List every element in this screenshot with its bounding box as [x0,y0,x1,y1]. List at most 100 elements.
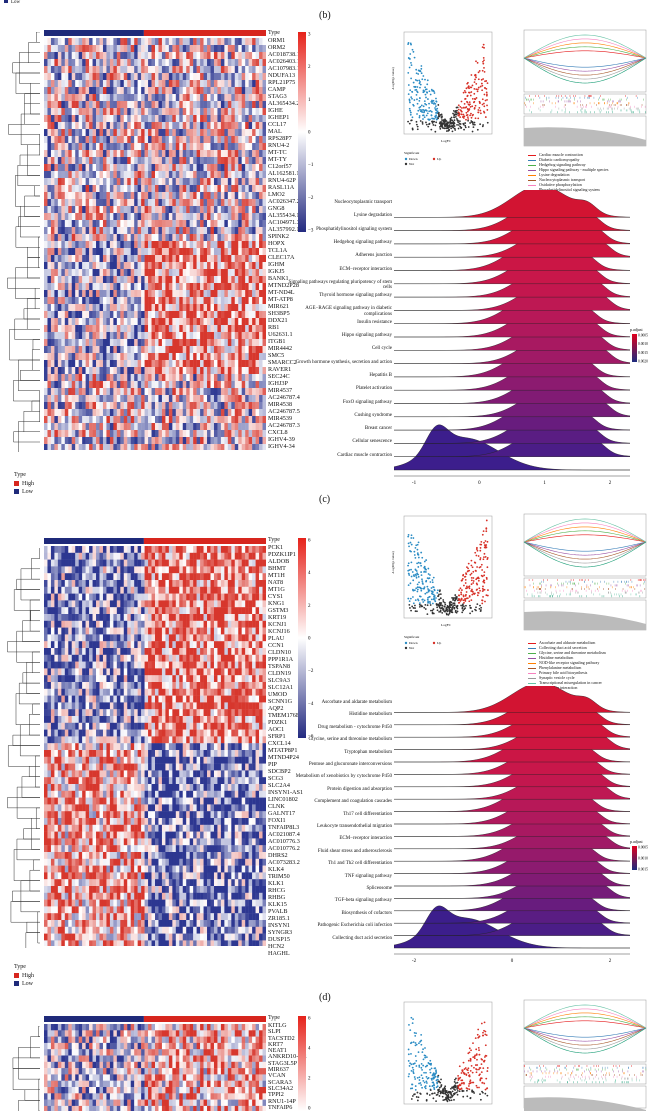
padj-colorbar-b: p.adjust 0.0005 0.0010 0.0015 0.0020 [630,327,648,364]
gene-label: AL355434.1 [268,212,300,219]
ridge-xtick: 1 [543,481,546,486]
gene-label: RPL21P75 [268,79,296,86]
gene-label: SLC9A3 [268,677,291,684]
ridge-pathway-label: Tryptophan metabolism [344,749,392,755]
ridge-xtick: 0 [511,959,514,964]
volcano-legend-title: Significant [404,151,419,155]
gene-label: CCL17 [268,121,287,128]
ridge-plot-b: -1 0 1 2 [394,190,630,486]
legend-item-low: Low [14,981,34,987]
gene-label: MT1G [268,586,285,593]
padj-tick: 0.0015 [638,351,648,355]
ridge-pathway-label: Adherens junction [355,253,392,259]
padj-tick: 0.0015 [638,868,648,872]
ridge-pathway-label: Nucleocytoplasmic transport [334,200,392,205]
gene-label: CYS1 [268,593,284,600]
gene-label: CLNK [268,803,285,810]
ridge-pathway-label: ECM−receptor interaction [339,266,392,272]
gene-label: SMC5 [268,352,285,359]
gene-label: PVALB [268,908,288,915]
gsea-plot-c [523,513,647,631]
gene-label: CXCL14 [268,740,291,747]
gene-label: IGKJ5 [268,268,285,275]
ridge-pathway-label: Cardiac muscle contraction [337,452,392,458]
gene-label: AC107983.1 [268,65,300,72]
gene-label: MTND2P28 [268,282,299,289]
ridge-pathway-label: Th17 cell differentiation [343,811,392,817]
panel-label-d: (d) [319,992,331,1003]
gene-label: CLDN19 [268,670,292,677]
gene-label: RNU4-62P [268,177,296,184]
panel-label-b: (b) [319,10,331,21]
legend-item-low: Low [14,489,34,495]
gene-label: NDUFA13 [268,72,296,79]
gene-label: MIR637 [268,1066,289,1074]
gene-label: MT-ATP8 [268,296,293,303]
gene-label: DHRS2 [268,852,288,859]
gene-label: MT-TC [268,149,287,156]
ridge-pathway-label: FoxO signaling pathway [342,399,392,405]
gene-label: SCARA3 [268,1078,292,1086]
gene-label: ORM2 [268,44,286,51]
gene-label: RNU1-14P [268,1097,296,1105]
gene-label: GNG8 [268,205,285,212]
ridge-pathway-label: ECM−receptor interaction [339,836,392,842]
heatmap-type-label-d: Type [268,1015,280,1021]
gene-label: DUSP15 [268,936,291,943]
gene-label: AQP2 [268,705,284,712]
gene-label: MIR4537 [268,387,293,394]
gene-label: TSPAN8 [268,663,291,670]
top-legend-fragment: Low [4,0,20,5]
gene-label: AL365434.2 [268,100,300,107]
gene-label: KCNJ16 [268,628,290,635]
padj-tick: 0.0005 [638,846,648,850]
ridge-pathway-label: Metabolism of xenobiotics by cytochrome … [295,774,392,780]
ridge-pathway-label: Hepatitis B [369,372,392,378]
gene-label: ANKRD10-IT1 [268,1053,308,1061]
gene-label: STAG3L5P [268,1059,298,1067]
heatmap-b [44,30,266,450]
ridge-pathway-label: Th1 and Th2 cell differentiation [328,861,392,867]
gene-label: PPP1R1A [268,656,294,663]
type-legend-c: Type High Low [14,964,34,987]
gene-label: TCL1A [268,247,288,254]
ridge-pathway-label: Hippo signaling pathway [341,333,392,338]
gsea-legend-item: Phenylalanine metabolism [528,665,606,670]
gene-label: VCAN [268,1072,286,1080]
gsea-legend-item: Glycine, serine and threonine metabolism [528,650,606,655]
gene-label: RASL11A [268,184,295,191]
gsea-legend-item: NOD-like receptor signaling pathway [528,660,606,665]
dendrogram-b [7,32,40,452]
gene-label: AC246787.4 [268,394,300,401]
dendrogram-d [12,1026,40,1111]
type-legend-b: Type High Low [14,472,34,495]
gene-label: SLC34A2 [268,1084,294,1092]
gsea-legend-item: Nucleocytoplasmic transport [528,177,608,182]
gene-label: IGHV4-39 [268,436,295,443]
gene-label: MIR4538 [268,401,293,408]
ridge-pathway-label: Pathogenic Escherichia coli infection [317,923,392,929]
gene-list-c: PCK1 PDZK1IP1 ALDOB BHMT MT1H NAT8 MT1G CYS1 KNG… [268,544,304,958]
ridge-pathway-label: Phosphatidylinositol signaling system [316,226,392,232]
gene-label: AL162581.1 [268,170,300,177]
gsea-legend-item: Hippo signaling pathway - multiple speci… [528,167,608,172]
ridge-xtick: -1 [412,481,417,486]
ridge-pathway-label: Ascorbate and aldarate metabolism [321,700,392,705]
gene-label: MIR4442 [268,345,293,352]
gene-label: INSYN1-AS1 [268,789,304,796]
gene-list-b: ORM1 ORM2 AC018738.1 AC026403.1 AC107983.1 ND… [268,37,300,451]
gene-label: AC026403.1 [268,58,300,65]
gene-label: LINC01802 [268,796,298,803]
gsea-plot-d [523,999,647,1111]
gene-label: SCNN1G [268,698,293,705]
gene-label: AC018738.1 [268,51,300,58]
gene-label: SEC24C [268,373,290,380]
gene-label: BANK1 [268,275,289,282]
gene-label: NAT8 [268,579,284,586]
padj-tick: 0.0010 [638,857,648,861]
gsea-legend-item: Lysine degradation [528,172,608,177]
gene-label: IGHEP1 [268,114,290,121]
gene-label: ALDOB [268,558,290,565]
padj-tick: 0.0010 [638,342,648,346]
gene-label: SMARCC2 [268,359,297,366]
